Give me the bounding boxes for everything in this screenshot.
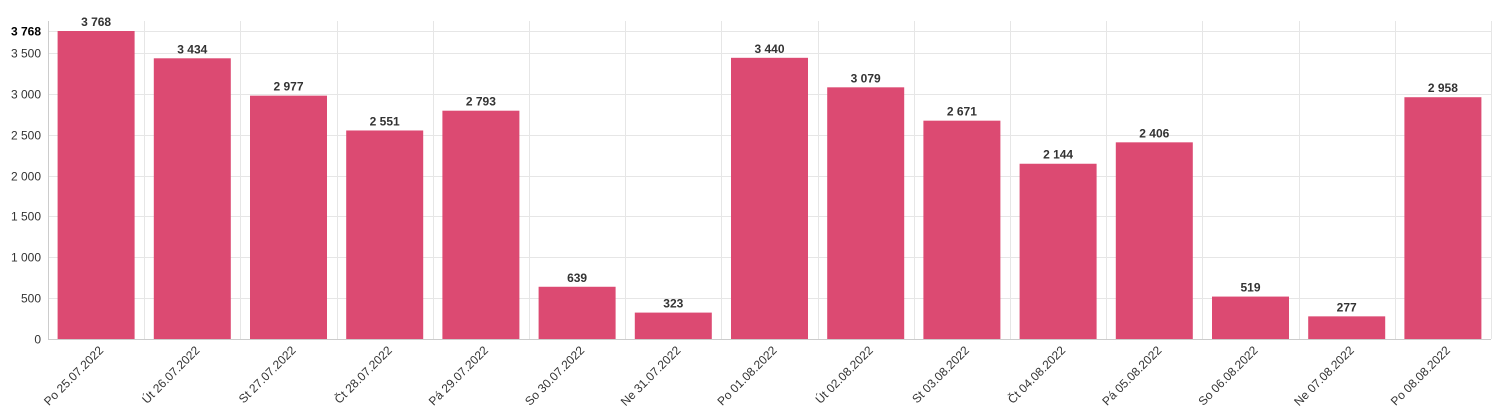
bar	[1404, 97, 1481, 339]
x-tick-label: Po 25.07.2022	[41, 343, 106, 408]
y-tick-label: 3 500	[11, 47, 41, 61]
y-axis: 0 500 1 000 1 500 2 000 2 500 3 000 3 500 3 768	[11, 21, 49, 347]
bar	[154, 58, 231, 339]
x-tick-label: Čt 04.08.2022	[1004, 342, 1068, 406]
x-tick-label: Pá 05.08.2022	[1099, 343, 1164, 408]
y-tick-label: 0	[34, 333, 41, 347]
x-tick-label: St 03.08.2022	[909, 343, 972, 406]
data-label: 639	[567, 271, 587, 285]
x-tick-label: Čt 28.07.2022	[331, 342, 395, 406]
bar	[731, 58, 808, 339]
data-label: 3 079	[851, 71, 881, 85]
x-tick-label: Pá 29.07.2022	[426, 343, 491, 408]
data-label: 2 793	[466, 95, 496, 109]
data-label: 323	[663, 297, 683, 311]
data-label: 2 671	[947, 105, 977, 119]
data-label: 2 977	[273, 80, 303, 94]
data-label: 2 551	[370, 114, 400, 128]
y-tick-label: 2 000	[11, 170, 41, 184]
x-tick-label: So 30.07.2022	[522, 343, 587, 408]
y-tick-label: 1 500	[11, 210, 41, 224]
bar	[923, 121, 1000, 339]
y-tick-label: 3 768	[11, 25, 41, 39]
bar	[827, 87, 904, 339]
bar	[1020, 164, 1097, 339]
bar	[1308, 316, 1385, 339]
y-tick-label: 3 000	[11, 88, 41, 102]
data-label: 2 958	[1428, 81, 1458, 95]
x-tick-label: Ne 31.07.2022	[618, 343, 684, 409]
bar	[250, 96, 327, 339]
data-label: 3 768	[81, 15, 111, 29]
x-tick-label: Ne 07.08.2022	[1291, 343, 1357, 409]
x-tick-label: Po 08.08.2022	[1388, 343, 1453, 408]
bar	[1212, 297, 1289, 339]
data-label: 3 434	[177, 42, 207, 56]
data-label: 2 144	[1043, 148, 1073, 162]
x-tick-label: So 06.08.2022	[1196, 343, 1261, 408]
bar	[442, 111, 519, 339]
bars	[58, 31, 1482, 339]
bar	[635, 313, 712, 339]
x-tick-label: Po 01.08.2022	[715, 343, 780, 408]
y-tick-label: 1 000	[11, 251, 41, 265]
x-tick-label: Út 02.08.2022	[812, 342, 876, 406]
data-label: 277	[1337, 300, 1357, 314]
x-tick-label: St 27.07.2022	[236, 343, 299, 406]
y-tick-label: 500	[21, 292, 41, 306]
data-label: 2 406	[1139, 126, 1169, 140]
x-axis: Po 25.07.2022 Út 26.07.2022 St 27.07.2022 Č…	[41, 340, 1491, 409]
bar	[346, 130, 423, 339]
data-label: 519	[1240, 281, 1260, 295]
bar	[58, 31, 135, 339]
data-label: 3 440	[754, 42, 784, 56]
bar	[1116, 142, 1193, 339]
y-tick-label: 2 500	[11, 129, 41, 143]
bar	[539, 287, 616, 339]
x-tick-label: Út 26.07.2022	[138, 342, 202, 406]
